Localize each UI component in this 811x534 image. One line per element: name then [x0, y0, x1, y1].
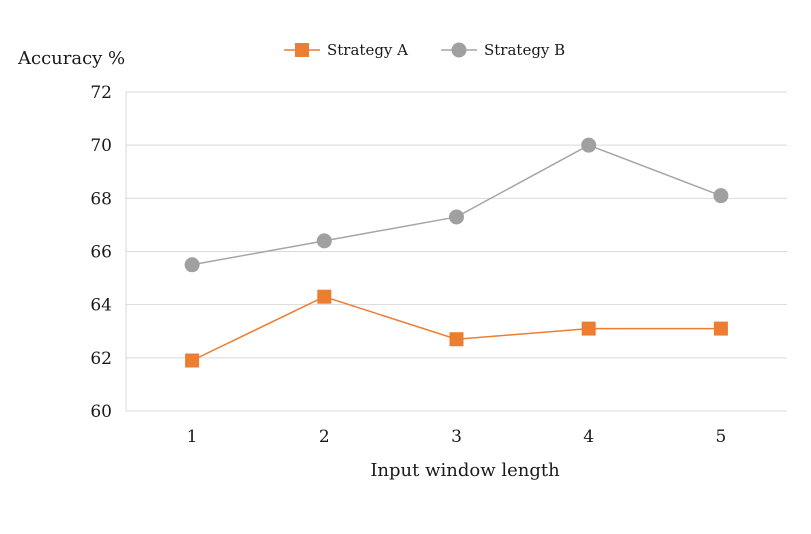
data-point-marker	[317, 289, 332, 304]
y-tick-labels: 60 62 64 66 68 70 72	[90, 83, 112, 422]
series-line	[191, 295, 721, 362]
data-point-marker	[449, 332, 464, 347]
data-point-marker	[713, 321, 728, 336]
legend-marker	[295, 43, 309, 57]
y-tick-label: 70	[90, 136, 112, 156]
y-tick-label: 64	[90, 296, 112, 316]
x-tick-label: 1	[187, 427, 198, 447]
series-line	[191, 144, 722, 266]
series-layer	[184, 137, 729, 368]
y-axis-title: Accuracy %	[17, 48, 125, 69]
data-point-marker	[713, 188, 729, 204]
x-tick-label: 3	[451, 427, 462, 447]
x-axis-title: Input window length	[370, 460, 560, 481]
data-point-marker	[581, 321, 596, 336]
data-point-marker	[449, 209, 464, 225]
data-point-marker	[184, 257, 200, 273]
gridlines	[125, 91, 787, 412]
y-tick-label: 60	[90, 402, 112, 422]
y-tick-label: 62	[90, 349, 112, 369]
legend-label: Strategy B	[484, 41, 565, 59]
data-point-marker	[316, 233, 332, 249]
x-tick-label: 5	[715, 427, 726, 447]
x-tick-label: 4	[583, 427, 594, 447]
x-tick-labels: 1 2 3 4 5	[187, 427, 727, 447]
y-tick-label: 66	[90, 243, 112, 263]
legend-marker	[451, 42, 467, 58]
y-tick-label: 72	[90, 83, 112, 103]
legend: Strategy A Strategy B	[284, 41, 565, 59]
data-point-marker	[185, 353, 200, 368]
data-point-marker	[581, 137, 597, 153]
y-tick-label: 68	[90, 189, 112, 209]
x-tick-label: 2	[319, 427, 330, 447]
legend-label: Strategy A	[327, 41, 408, 59]
